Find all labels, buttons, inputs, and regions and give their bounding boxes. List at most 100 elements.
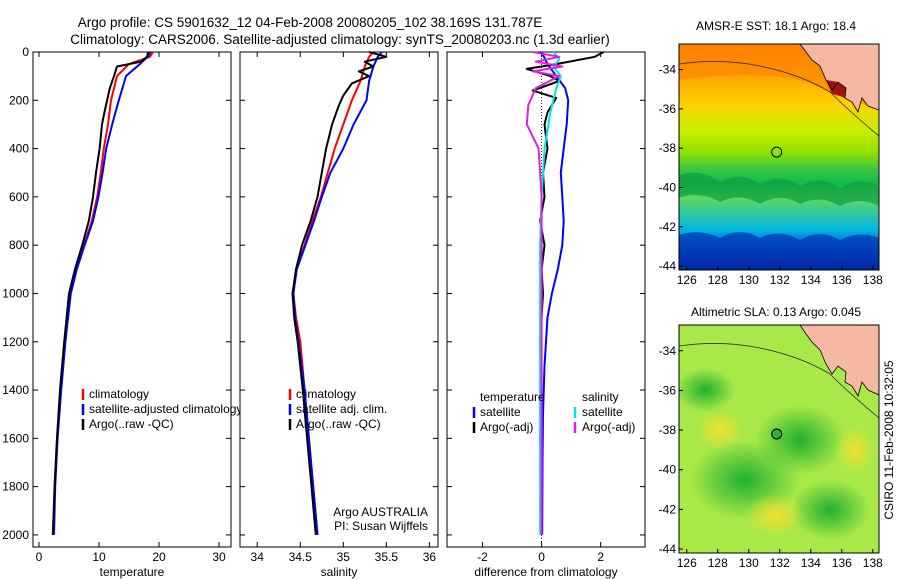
x-tick-label: 36 [423,550,437,564]
map-y-tick-label: -44 [659,259,677,273]
plot-frame [239,51,439,548]
x-tick-label: 0 [538,550,545,564]
y-tick-label: 1000 [2,286,29,300]
legend-label: Argo(..raw -QC) [296,417,381,431]
x-tick-label: 34.5 [289,550,313,564]
map-y-tick-label: -42 [659,502,677,516]
map-x-tick-label: 130 [739,273,759,287]
sla-coastline [799,325,879,397]
legend-label: satellite [480,405,521,419]
series-line [51,51,150,535]
sla-map-frame [678,324,880,554]
sla-argo-marker [771,428,783,440]
legend-label: satellite [582,405,623,419]
map-x-tick-label: 132 [770,273,790,287]
map-y-tick-label: -34 [659,344,677,358]
map-y-tick-label: -38 [659,423,677,437]
y-tick-label: 1400 [2,383,29,397]
salinity-panel: 34 34.5 35 35.5 36 salinity climatologysatelli… [239,51,439,579]
series-line [525,51,564,535]
y-tick-label: 2000 [2,528,29,542]
map-y-tick-label: -40 [659,180,677,194]
map-y-tick-label: -40 [659,463,677,477]
x-axis-label: difference from climatology [474,565,617,579]
x-tick-label: 2 [597,550,604,564]
y-tick-label: 400 [9,142,29,156]
x-tick-label: 34 [251,550,265,564]
sla-map-ticks: 126 128 130 132 134 136 138 -34 -36 -38 -40 -42 -44 [659,344,883,570]
legend-label: climatology [89,387,149,401]
map-y-tick-label: -38 [659,141,677,155]
sst-coastline [799,44,879,113]
map-y-tick-label: -42 [659,220,677,234]
header-line2: Climatology: CARS2006. Satellite-adjuste… [70,32,610,47]
y-tick-label: 200 [9,93,29,107]
plot-frame [446,51,646,548]
series-line [540,51,570,535]
sst-map: AMSR-E SST: 18.1 Argo: 18.4 126 128 130 132… [659,19,883,287]
map-x-tick-label: 136 [832,556,852,570]
x-axis-label: salinity [321,565,358,579]
legend-label: Argo(-adj) [582,420,635,434]
series-line [53,51,152,535]
x-tick-label: 10 [92,550,106,564]
sla-land [800,325,879,396]
map-x-tick-label: 136 [832,273,852,287]
sst-map-ticks: 126 128 130 132 134 136 138 -34 -36 -38 -40 -42 -44 [659,63,883,287]
y-tick-label: 800 [9,238,29,252]
y-tick-label: 1200 [2,335,29,349]
map-y-tick-label: -36 [659,383,677,397]
x-tick-label: 35 [337,550,351,564]
y-tick-label: 1800 [2,480,29,494]
map-x-tick-label: 138 [863,273,883,287]
legend-title: temperature [480,390,545,404]
y-tick-label: 600 [9,190,29,204]
sst-dark-band [679,172,879,206]
sla-shelf-line [679,343,879,419]
map-y-tick-label: -44 [659,542,677,556]
series-line [292,51,383,535]
map-y-tick-label: -34 [659,63,677,77]
temperature-panel: 0 10 20 30 temperature 0 200 400 600 800 1000 1200 1… [2,45,242,579]
sla-anomaly [790,480,870,540]
legend-label: climatology [296,387,356,401]
y-tick-label: 0 [22,45,29,59]
legend-label: Argo(..raw -QC) [89,417,174,431]
series-line [539,51,562,535]
map-x-tick-label: 132 [770,556,790,570]
sst-cold-band [679,232,879,270]
sst-map-title: AMSR-E SST: 18.1 Argo: 18.4 [696,19,856,33]
sla-anomaly [755,405,845,475]
map-x-tick-label: 138 [863,556,883,570]
header-line1: Argo profile: CS 5901632_12 04-Feb-2008 … [78,15,543,30]
map-x-tick-label: 134 [801,556,821,570]
map-y-tick-label: -36 [659,102,677,116]
map-x-tick-label: 130 [739,556,759,570]
x-tick-label: 30 [212,550,226,564]
x-tick-label: -2 [477,550,488,564]
side-label: CSIRO 11-Feb-2008 10:32:05 [882,360,896,520]
x-tick-label: 35.5 [375,550,399,564]
x-tick-label: 0 [36,550,43,564]
sla-anomaly [835,425,875,475]
sla-map-title: Altimetric SLA: 0.13 Argo: 0.045 [691,305,861,319]
x-tick-label: 20 [152,550,166,564]
legend-label: Argo(-adj) [480,420,533,434]
sst-shelf-line [679,61,879,137]
map-x-tick-label: 128 [708,273,728,287]
legend-label: satellite adj. clim. [296,402,387,416]
sst-argo-marker [771,146,783,158]
map-x-tick-label: 134 [801,273,821,287]
series-line [291,51,388,535]
plot-frame [32,51,232,548]
sla-anomaly [679,368,735,412]
legend-title: salinity [582,390,619,404]
sst-map-frame [678,43,880,271]
sla-anomaly [695,410,745,450]
legend-label: satellite-adjusted climatology [89,402,242,416]
annotation-text: PI: Susan Wijffels [334,519,428,533]
y-tick-label: 1600 [2,431,29,445]
map-x-tick-label: 126 [677,556,697,570]
